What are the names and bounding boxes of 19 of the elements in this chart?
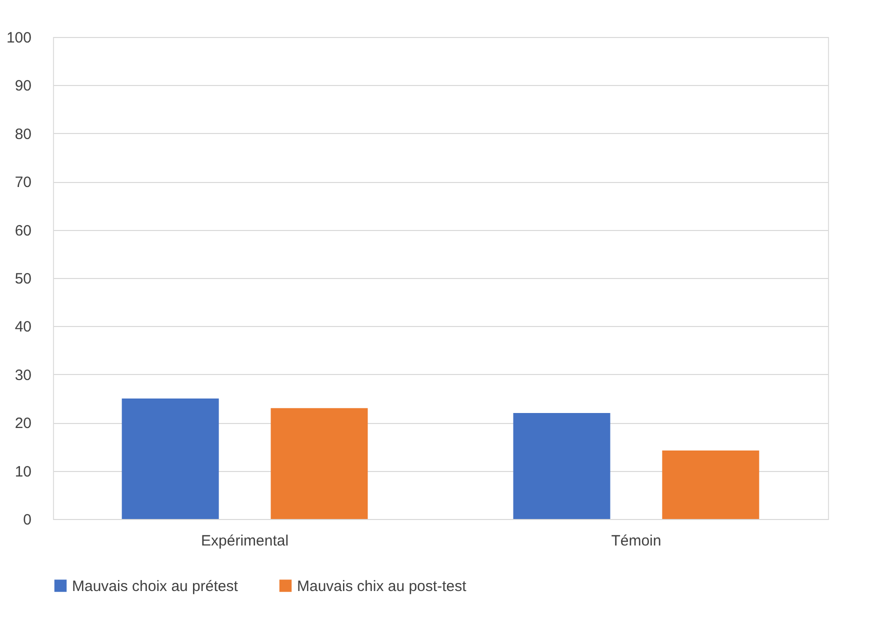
bar — [270, 408, 368, 519]
y-tick-label: 20 — [14, 415, 32, 432]
y-tick-label: 60 — [14, 222, 32, 240]
legend-label: Mauvais choix au prétest — [72, 578, 239, 595]
y-tick-label: 100 — [6, 30, 32, 46]
y-tick-label: 10 — [14, 463, 32, 480]
x-tick-label: Témoin — [611, 532, 662, 550]
y-tick-label: 50 — [14, 270, 32, 288]
bar — [662, 450, 760, 519]
x-tick-label: Expérimental — [201, 532, 289, 550]
y-tick-label: 70 — [14, 174, 32, 192]
legend-label: Mauvais chix au post-test — [297, 578, 468, 595]
y-tick-label: 40 — [14, 318, 32, 336]
bar — [513, 412, 610, 519]
bar — [122, 398, 219, 519]
y-tick-label: 90 — [14, 78, 32, 95]
y-tick-label: 30 — [14, 366, 32, 384]
y-tick-label: 0 — [23, 512, 32, 528]
y-tick-label: 80 — [14, 126, 32, 143]
